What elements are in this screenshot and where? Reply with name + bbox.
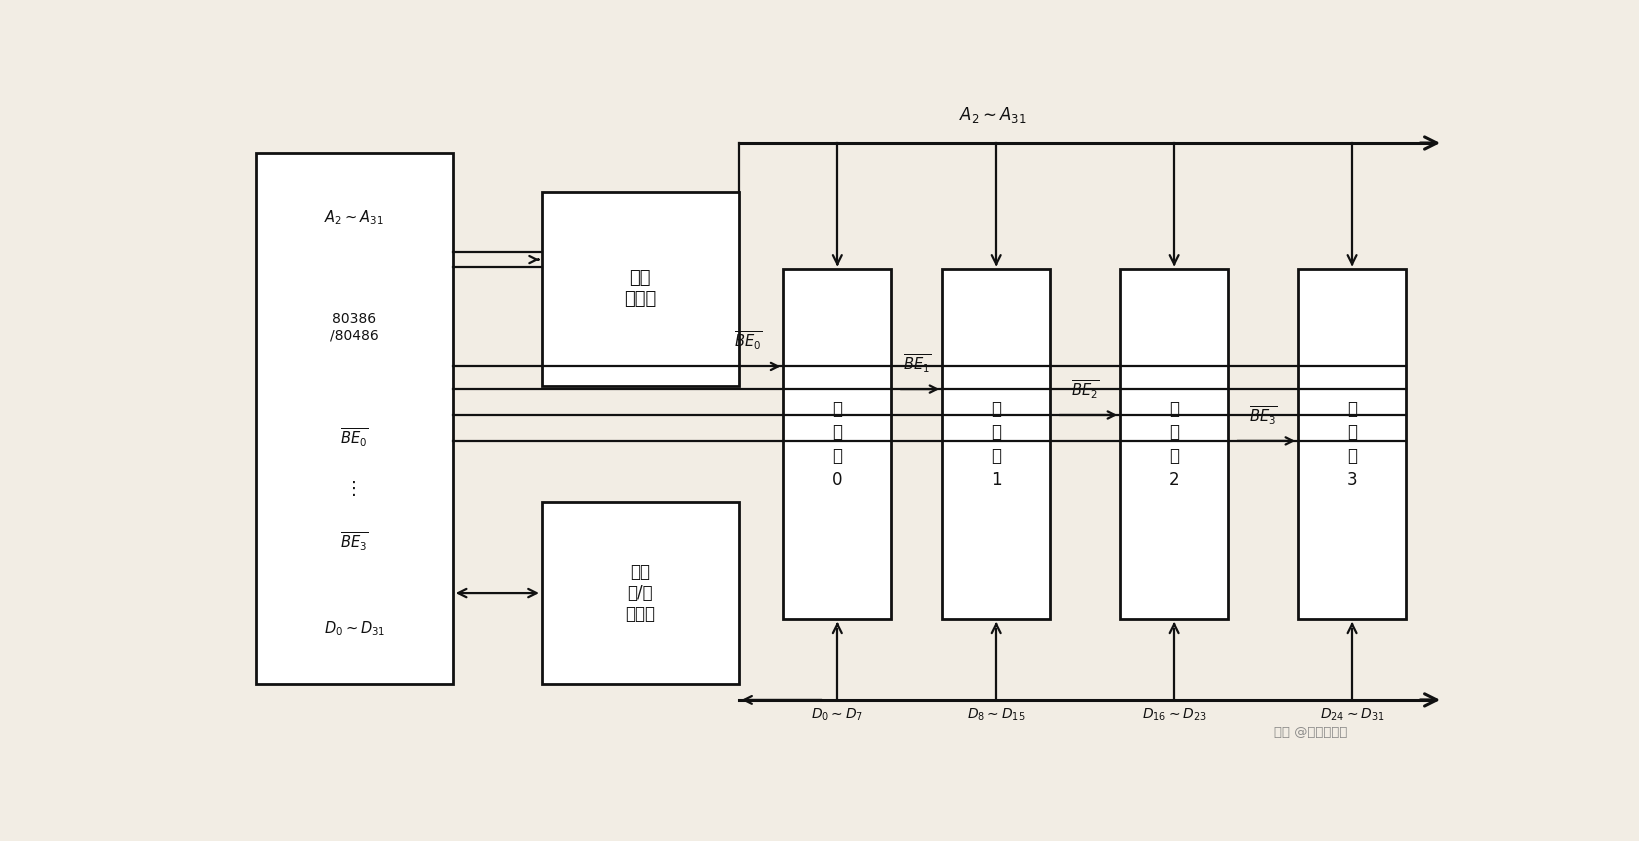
Text: $\overline{BE_3}$: $\overline{BE_3}$	[339, 530, 369, 553]
Text: $A_2\sim A_{31}$: $A_2\sim A_{31}$	[959, 105, 1026, 124]
Text: 数据
收/发
驱动器: 数据 收/发 驱动器	[624, 563, 656, 623]
Text: ⋮: ⋮	[346, 480, 364, 499]
Bar	[783, 269, 892, 619]
Text: $A_2\sim A_{31}$: $A_2\sim A_{31}$	[325, 208, 384, 227]
Text: 80386
/80486: 80386 /80486	[329, 313, 379, 342]
Text: 知乎 @罗小罗同学: 知乎 @罗小罗同学	[1274, 726, 1347, 738]
Text: 存
储
体
3: 存 储 体 3	[1346, 399, 1357, 489]
Text: $\overline{BE_0}$: $\overline{BE_0}$	[734, 330, 762, 352]
Text: $\overline{BE_2}$: $\overline{BE_2}$	[1070, 378, 1098, 401]
Text: $D_0\sim D_7$: $D_0\sim D_7$	[811, 706, 864, 722]
Bar	[541, 502, 739, 684]
Text: $\overline{BE_1}$: $\overline{BE_1}$	[901, 352, 931, 375]
Text: $D_{16}\sim D_{23}$: $D_{16}\sim D_{23}$	[1141, 706, 1206, 722]
Bar	[1119, 269, 1228, 619]
Bar	[941, 269, 1049, 619]
Bar	[1298, 269, 1405, 619]
Text: $D_0\sim D_{31}$: $D_0\sim D_{31}$	[323, 619, 385, 638]
Text: 存
储
体
2: 存 储 体 2	[1169, 399, 1178, 489]
Text: 存
储
体
1: 存 储 体 1	[990, 399, 1001, 489]
Bar	[541, 192, 739, 386]
Bar	[256, 153, 452, 684]
Text: 地址
锁存器: 地址 锁存器	[624, 269, 656, 308]
Text: $\overline{BE_0}$: $\overline{BE_0}$	[339, 426, 369, 449]
Text: $D_8\sim D_{15}$: $D_8\sim D_{15}$	[967, 706, 1024, 722]
Text: $D_{24}\sim D_{31}$: $D_{24}\sim D_{31}$	[1319, 706, 1383, 722]
Text: 存
储
体
0: 存 储 体 0	[831, 399, 842, 489]
Text: $\overline{BE_3}$: $\overline{BE_3}$	[1249, 404, 1277, 426]
